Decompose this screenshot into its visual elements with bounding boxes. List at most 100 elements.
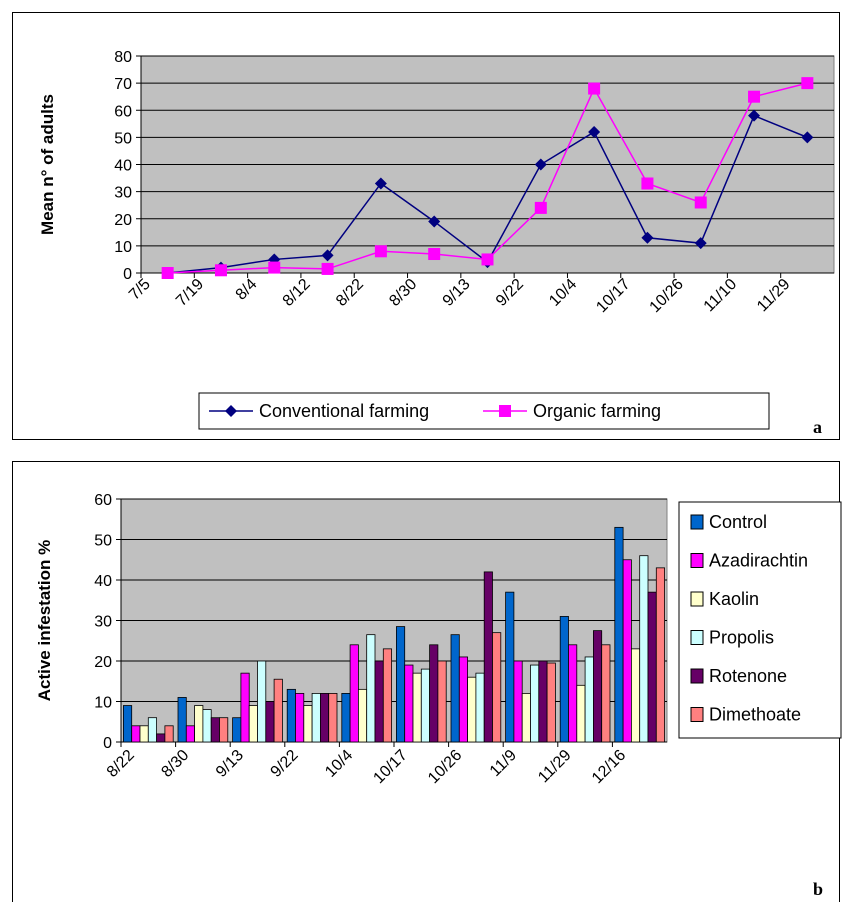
bar-dimethoate	[219, 717, 229, 743]
bar-azadirachtin	[458, 656, 468, 743]
marker-organic-farming	[321, 262, 334, 275]
legend-label-propolis: Propolis	[709, 628, 774, 648]
marker-organic-farming	[214, 264, 227, 277]
bar-dimethoate	[655, 567, 665, 743]
bar-rotenone	[538, 660, 548, 743]
bar-propolis	[147, 717, 158, 743]
bar-dimethoate	[328, 692, 338, 743]
bar-rotenone	[374, 660, 384, 743]
y-tick-label: 30	[94, 614, 112, 631]
y-tick-label: 40	[94, 573, 112, 590]
bar-dimethoate	[273, 678, 283, 743]
y-tick-label: 10	[94, 695, 112, 712]
x-tick-label: 8/12	[280, 276, 314, 310]
x-tick-label: 11/29	[754, 276, 794, 316]
y-tick-label: 20	[94, 654, 112, 671]
y-tick-label: 0	[123, 266, 132, 283]
legend-marker-organic-farming	[499, 405, 511, 417]
y-axis-label: Active infestation %	[35, 540, 54, 702]
bar-propolis	[639, 555, 649, 743]
x-tick-label: 11/9	[487, 747, 520, 780]
bar-rotenone	[593, 630, 603, 743]
bar-rotenone	[647, 591, 657, 743]
bar-azadirachtin	[568, 644, 578, 743]
bar-kaolin	[194, 705, 204, 743]
x-tick-label: 10/4	[322, 747, 356, 781]
bar-azadirachtin	[295, 692, 305, 743]
marker-organic-farming	[374, 245, 387, 258]
bar-control	[614, 526, 624, 743]
legend-label-kaolin: Kaolin	[709, 589, 759, 609]
legend-label-azadirachtin: Azadirachtin	[709, 551, 808, 571]
bar-rotenone	[156, 733, 166, 743]
bar-rotenone	[319, 692, 330, 743]
x-tick-label: 8/30	[386, 276, 420, 310]
marker-organic-farming	[428, 248, 441, 261]
x-tick-label: 9/13	[440, 276, 474, 310]
bar-propolis	[475, 672, 485, 743]
marker-organic-farming	[534, 201, 547, 214]
bar-propolis	[202, 709, 212, 743]
y-axis-label: Mean n° of adults	[38, 94, 57, 235]
y-tick-label: 10	[114, 239, 132, 256]
bar-kaolin	[139, 725, 149, 743]
bar-azadirachtin	[185, 725, 196, 743]
bar-kaolin	[303, 705, 313, 743]
bar-propolis	[584, 656, 594, 743]
marker-organic-farming	[268, 261, 281, 274]
bar-control	[286, 688, 296, 743]
legend-swatch-dimethoate	[690, 707, 704, 722]
y-tick-label: 60	[114, 103, 132, 120]
bar-dimethoate	[382, 648, 392, 743]
legend-swatch-control	[690, 514, 704, 530]
x-tick-label: 10/26	[647, 276, 687, 316]
legend-swatch-kaolin	[690, 591, 704, 607]
bar-rotenone	[210, 717, 220, 743]
marker-organic-farming	[481, 253, 494, 266]
y-tick-label: 50	[94, 533, 112, 550]
marker-conventional-farming	[641, 231, 654, 244]
x-tick-label: 11/10	[701, 276, 741, 316]
y-tick-label: 70	[114, 76, 132, 93]
bar-control	[505, 591, 515, 743]
legend-label-rotenone: Rotenone	[709, 666, 787, 686]
x-tick-label: 10/17	[593, 276, 633, 316]
x-tick-label: 10/4	[546, 276, 580, 310]
marker-organic-farming	[801, 77, 814, 90]
x-tick-label: 7/19	[173, 276, 207, 310]
bar-kaolin	[521, 692, 531, 743]
y-tick-label: 20	[114, 212, 132, 229]
legend-swatch-rotenone	[690, 668, 704, 684]
marker-organic-farming	[641, 177, 654, 190]
x-tick-label: 10/17	[370, 747, 410, 787]
y-tick-label: 80	[114, 49, 132, 66]
x-tick-label: 9/22	[268, 747, 302, 781]
bar-azadirachtin	[404, 664, 414, 743]
marker-conventional-farming	[374, 177, 387, 190]
x-tick-label: 9/22	[493, 276, 527, 310]
legend-label-conventional-farming: Conventional farming	[259, 401, 429, 421]
bar-propolis	[420, 668, 430, 743]
marker-conventional-farming	[694, 237, 707, 250]
legend-swatch-azadirachtin	[690, 553, 704, 568]
bar-azadirachtin	[131, 725, 141, 743]
bar-control	[123, 705, 133, 743]
bar-dimethoate	[437, 660, 447, 743]
bar-rotenone	[483, 571, 493, 743]
x-tick-label: 8/22	[333, 276, 367, 310]
bar-propolis	[366, 634, 376, 743]
legend	[678, 501, 842, 739]
bar-azadirachtin	[240, 672, 250, 743]
y-tick-label: 60	[94, 492, 112, 509]
bar-propolis	[257, 660, 267, 743]
bar-control	[341, 692, 351, 743]
marker-organic-farming	[748, 90, 761, 103]
legend-label-dimethoate: Dimethoate	[709, 705, 801, 725]
bar-azadirachtin	[622, 559, 632, 743]
bar-kaolin	[631, 648, 641, 743]
bar-dimethoate	[164, 725, 174, 743]
legend-swatch-propolis	[690, 630, 704, 645]
bar-dimethoate	[492, 632, 502, 743]
